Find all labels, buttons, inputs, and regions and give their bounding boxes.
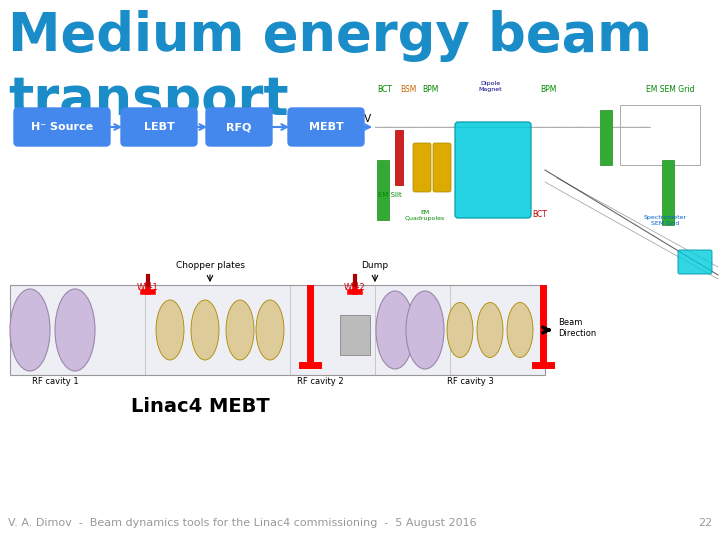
Text: BPM: BPM: [540, 85, 556, 94]
Text: Chopper plates: Chopper plates: [176, 261, 245, 270]
Text: 45 keV: 45 keV: [157, 114, 193, 124]
Text: LEBT: LEBT: [143, 122, 174, 132]
Text: Dump: Dump: [361, 261, 389, 270]
Text: Linac4 MEBT: Linac4 MEBT: [130, 397, 269, 416]
Text: Beam
Direction: Beam Direction: [558, 318, 596, 338]
FancyBboxPatch shape: [14, 108, 110, 146]
FancyBboxPatch shape: [433, 143, 451, 192]
Text: RF cavity 3: RF cavity 3: [446, 377, 493, 386]
Ellipse shape: [406, 291, 444, 369]
Text: WS-2: WS-2: [344, 283, 366, 292]
Text: RFQ: RFQ: [226, 122, 252, 132]
Ellipse shape: [507, 302, 533, 357]
Ellipse shape: [55, 289, 95, 371]
Ellipse shape: [191, 300, 219, 360]
Text: V. A. Dimov  -  Beam dynamics tools for the Linac4 commissioning  -  5 August 20: V. A. Dimov - Beam dynamics tools for th…: [8, 518, 477, 528]
Text: EM SEM Grid: EM SEM Grid: [646, 85, 694, 94]
Bar: [377, 160, 389, 220]
Bar: [10, 285, 545, 375]
Text: EM
Quadrupoles: EM Quadrupoles: [405, 210, 445, 221]
Text: EM Slit: EM Slit: [378, 192, 402, 198]
Text: 3 MeV: 3 MeV: [339, 114, 371, 124]
Text: RF cavity 1: RF cavity 1: [32, 377, 78, 386]
Text: H⁻ Source: H⁻ Source: [31, 122, 93, 132]
Ellipse shape: [447, 302, 473, 357]
Ellipse shape: [376, 291, 414, 369]
Ellipse shape: [10, 289, 50, 371]
FancyBboxPatch shape: [288, 108, 364, 146]
Text: Dipole
Magnet: Dipole Magnet: [478, 81, 502, 92]
Text: MEBT: MEBT: [309, 122, 343, 132]
Text: BSM: BSM: [400, 85, 416, 94]
Bar: [5, 277, 550, 395]
Bar: [395, 130, 403, 185]
Bar: [358, 108, 720, 280]
FancyBboxPatch shape: [678, 250, 712, 274]
Text: Spectrometer
SEM Grid: Spectrometer SEM Grid: [644, 215, 687, 226]
Ellipse shape: [226, 300, 254, 360]
Text: WS-1: WS-1: [137, 283, 159, 292]
Bar: [340, 315, 370, 355]
Text: BCT: BCT: [377, 85, 392, 94]
Bar: [600, 110, 612, 165]
Text: BCT: BCT: [533, 210, 547, 219]
Ellipse shape: [156, 300, 184, 360]
Text: BPM: BPM: [422, 85, 438, 94]
FancyBboxPatch shape: [206, 108, 272, 146]
Text: RF cavity 2: RF cavity 2: [297, 377, 343, 386]
FancyBboxPatch shape: [455, 122, 531, 218]
Ellipse shape: [477, 302, 503, 357]
Bar: [620, 105, 700, 165]
FancyBboxPatch shape: [413, 143, 431, 192]
Text: Medium energy beam: Medium energy beam: [8, 10, 652, 62]
Ellipse shape: [256, 300, 284, 360]
Text: transport: transport: [8, 74, 289, 126]
Text: 22: 22: [698, 518, 712, 528]
Bar: [662, 160, 674, 225]
FancyBboxPatch shape: [121, 108, 197, 146]
